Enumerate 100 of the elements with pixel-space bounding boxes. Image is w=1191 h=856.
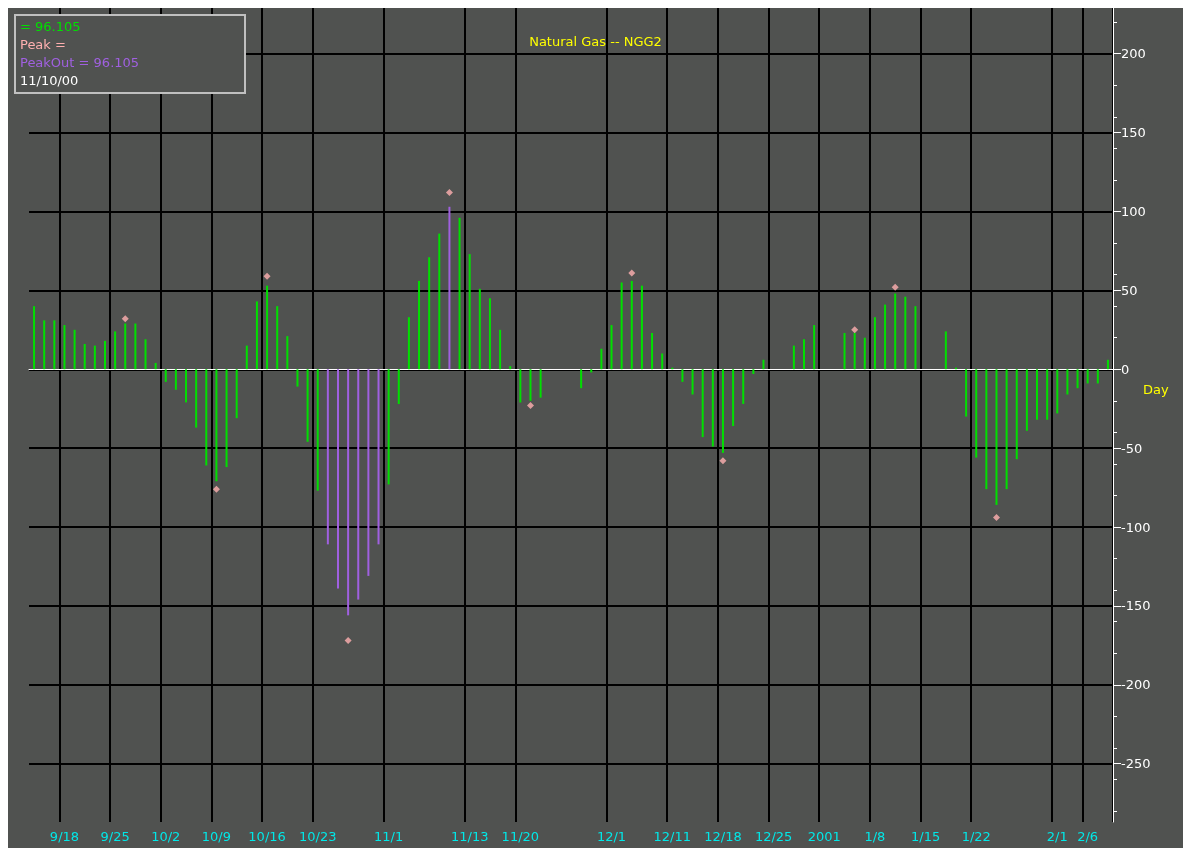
bar	[448, 206, 451, 370]
bar	[853, 332, 856, 370]
bar	[762, 359, 765, 370]
bar	[205, 369, 208, 466]
point	[851, 326, 859, 334]
text: Natural Gas -- NGG2	[529, 34, 662, 49]
annotation: Peak =	[20, 36, 67, 54]
y-tick-label: -50	[1121, 440, 1143, 456]
bar	[499, 329, 502, 370]
bar	[438, 233, 441, 370]
y-tick-label: 200	[1121, 46, 1146, 62]
y-tick-label: -200	[1121, 677, 1151, 693]
bar	[347, 369, 350, 616]
bar	[1015, 369, 1018, 460]
bar	[529, 369, 532, 401]
x-tick-label: 1/15	[910, 829, 941, 844]
x-tick-label: 11/20	[501, 829, 540, 844]
bar	[732, 369, 735, 427]
bar	[1005, 369, 1008, 490]
y-tick-label: -100	[1121, 519, 1151, 535]
bar	[255, 301, 258, 370]
bar	[387, 369, 390, 485]
bar	[681, 369, 684, 382]
bar	[965, 369, 968, 417]
bar	[458, 217, 461, 370]
bar	[944, 331, 947, 370]
bar	[164, 369, 167, 382]
y-tick-label: 150	[1121, 125, 1146, 141]
bar	[752, 369, 755, 374]
y-tick-label: -150	[1121, 598, 1151, 614]
bar	[397, 369, 400, 404]
bar	[43, 320, 46, 370]
bar	[124, 323, 127, 370]
bar	[630, 280, 633, 370]
bar	[975, 369, 978, 458]
y-tick-label: 0	[1121, 361, 1130, 377]
bar	[519, 369, 522, 403]
bar	[93, 345, 96, 370]
bar	[863, 337, 866, 370]
bar	[610, 325, 613, 370]
point	[719, 457, 727, 465]
x-tick-label: 9/25	[100, 829, 130, 844]
x-tick-label: 10/9	[201, 829, 232, 844]
y-tick-label: 50	[1121, 282, 1138, 298]
x-tick-label: 12/1	[596, 829, 627, 844]
bar	[114, 331, 117, 370]
bar	[1076, 369, 1079, 389]
bar	[215, 369, 218, 482]
bar	[509, 366, 512, 370]
x-tick-label: 10/16	[248, 829, 286, 844]
bar	[326, 369, 329, 545]
bar	[225, 369, 228, 468]
bar	[154, 362, 157, 370]
annotation: PeakOut = 96.105	[20, 54, 141, 72]
bar	[1025, 369, 1028, 431]
bar	[103, 340, 106, 370]
bar	[73, 329, 76, 370]
bar	[803, 339, 806, 370]
bar	[245, 345, 248, 370]
x-tick-label: 2/1	[1046, 829, 1068, 844]
x-tick-label: 2/6	[1077, 829, 1099, 844]
annotation: 11/10/00	[20, 72, 80, 90]
bar	[1096, 369, 1099, 384]
bar	[144, 339, 147, 370]
bar	[296, 369, 299, 387]
bar	[894, 293, 897, 370]
point	[891, 283, 899, 291]
bar	[600, 348, 603, 370]
x-tick-label: 10/2	[151, 829, 181, 844]
bar	[428, 257, 431, 370]
x-tick-label: 12/25	[754, 829, 793, 844]
bar	[276, 306, 279, 370]
bar	[266, 285, 269, 370]
bar	[873, 317, 876, 370]
bar	[418, 280, 421, 370]
bar	[792, 345, 795, 370]
bar	[174, 369, 177, 390]
bar	[134, 323, 137, 370]
bar	[53, 320, 56, 370]
bar	[286, 336, 289, 370]
bar	[995, 369, 998, 505]
bar	[985, 369, 988, 490]
bar	[468, 254, 471, 370]
point	[212, 485, 220, 493]
point	[526, 402, 534, 410]
bar	[357, 369, 360, 600]
bar	[661, 353, 664, 370]
x-tick-label: 2001	[807, 829, 841, 844]
bar	[580, 369, 583, 389]
bar	[306, 369, 309, 442]
bar	[711, 369, 714, 447]
bar	[904, 296, 907, 370]
bar	[539, 369, 542, 398]
bar	[620, 282, 623, 370]
bar	[884, 304, 887, 370]
bar	[1086, 369, 1089, 384]
bar	[691, 369, 694, 395]
bar	[195, 369, 198, 428]
point	[445, 189, 453, 197]
point	[628, 269, 636, 277]
